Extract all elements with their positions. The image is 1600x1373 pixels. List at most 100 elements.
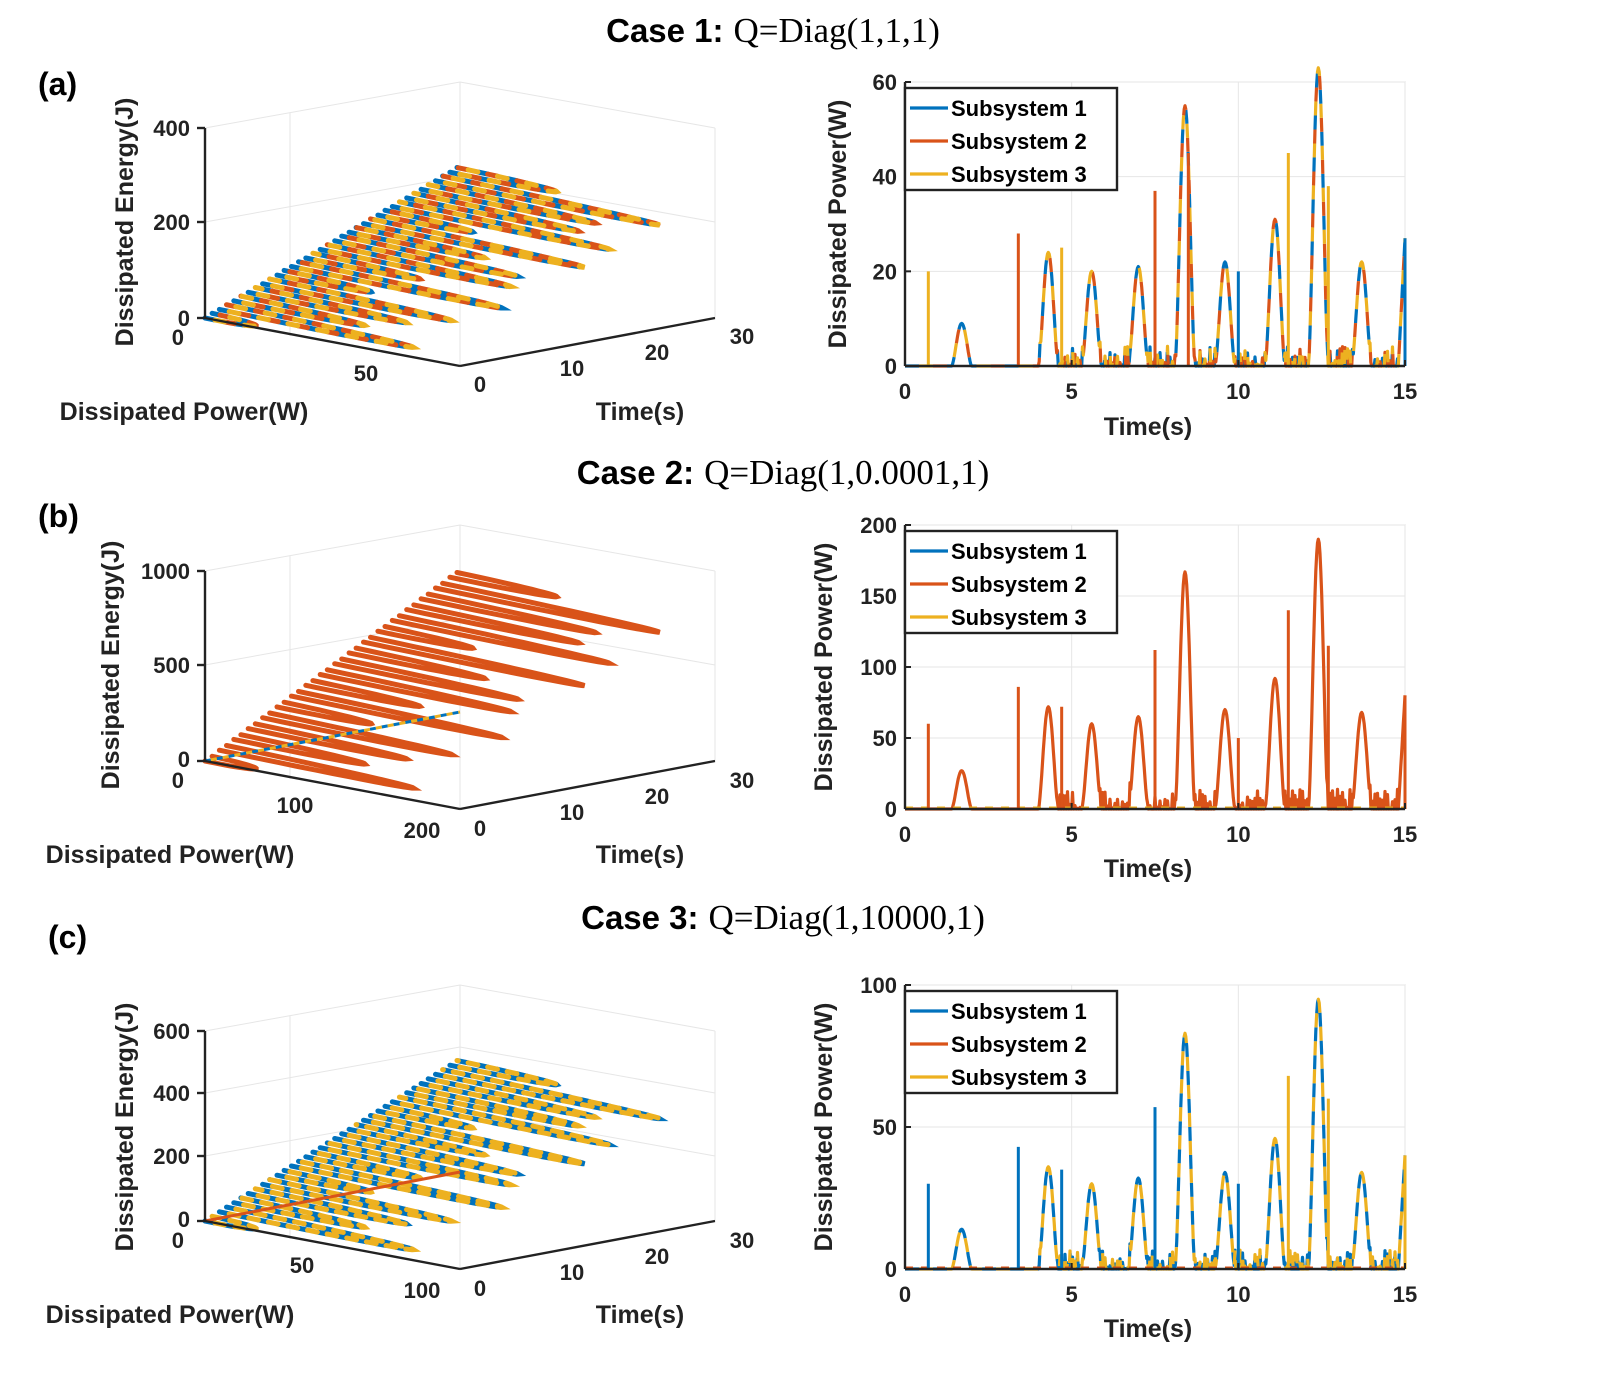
y-axis-label: Dissipated Power(W) [824, 100, 852, 349]
z-tick-label: 0 [178, 747, 190, 772]
y-tick-label: 20 [645, 784, 669, 809]
x-axis-label: Time(s) [1104, 855, 1192, 883]
x-tick-label: 0 [899, 379, 911, 404]
z-tick-label: 200 [153, 210, 190, 235]
y-axis-label: Time(s) [596, 1301, 684, 1329]
legend-entry: Subsystem 1 [951, 96, 1087, 121]
y-axis-label: Dissipated Power(W) [810, 1003, 838, 1252]
y-axis [459, 316, 716, 368]
series-line-subsystem-2 [904, 66, 1407, 368]
z-tick-label: 200 [153, 1144, 190, 1169]
loops [202, 570, 661, 791]
panel-label: (b) [38, 498, 79, 534]
z-tick-label: 0 [178, 306, 190, 331]
chart3d-a: 400 200 0 0 50 0 10 20 30 Dissipated Ene… [60, 81, 754, 426]
loop-series-subsystem-2 [202, 570, 661, 791]
y-tick-label: 30 [730, 1228, 754, 1253]
x-axis-label: Time(s) [1104, 413, 1192, 441]
legend-entry: Subsystem 3 [951, 605, 1087, 630]
x-tick-label: 5 [1066, 1282, 1078, 1307]
panel-label: (c) [48, 919, 87, 955]
legend-entry: Subsystem 2 [951, 129, 1087, 154]
legend: Subsystem 1 Subsystem 2 Subsystem 3 [903, 86, 1119, 192]
x-tick-label: 5 [1066, 822, 1078, 847]
y-tick-label: 10 [560, 356, 584, 381]
x-tick-label: 15 [1393, 379, 1417, 404]
z-axis-label: Dissipated Energy(J) [111, 1003, 139, 1252]
y-tick-label: 0 [474, 1276, 486, 1301]
legend-entry: Subsystem 2 [951, 572, 1087, 597]
y-axis [459, 759, 716, 811]
y-tick-label: 100 [860, 973, 897, 998]
y-tick-label: 0 [885, 354, 897, 379]
y-tick-label: 150 [860, 584, 897, 609]
case-title: Case 2: Q=Diag(1,0.0001,1) [577, 453, 990, 492]
x-tick-label: 5 [1066, 379, 1078, 404]
x-axis-label: Time(s) [1104, 1315, 1192, 1343]
case-title: Case 1: Q=Diag(1,1,1) [606, 11, 940, 50]
x-tick-label: 10 [1226, 822, 1250, 847]
z-tick-label: 400 [153, 1081, 190, 1106]
legend-entry: Subsystem 1 [951, 999, 1087, 1024]
y-tick-label: 40 [873, 165, 897, 190]
x-axis-label: Dissipated Power(W) [46, 841, 295, 869]
x-tick-label: 200 [404, 818, 441, 843]
z-tick-label: 400 [153, 116, 190, 141]
legend-box [903, 989, 1119, 1095]
z-axis-label: Dissipated Energy(J) [111, 98, 139, 347]
y-axis-label: Dissipated Power(W) [810, 543, 838, 792]
y-axis-label: Time(s) [596, 841, 684, 869]
legend-entry: Subsystem 2 [951, 1032, 1087, 1057]
x-tick-label: 100 [404, 1278, 441, 1303]
legend-entry: Subsystem 1 [951, 539, 1087, 564]
y-ticks: 0 50 100 150 200 [860, 513, 911, 822]
flat-series-line [204, 710, 461, 763]
x-ticks: 0 5 10 15 [899, 803, 1417, 847]
x-ticks: 0 5 10 15 [899, 1263, 1417, 1307]
x-tick-label: 100 [277, 793, 314, 818]
chart3d-c: 600 400 200 0 0 50 100 0 10 20 30 Dissip… [46, 984, 754, 1329]
y-axis [459, 1219, 716, 1271]
y-tick-label: 20 [873, 259, 897, 284]
chart2d-a: 0 5 10 15 0 20 40 60 Time(s) Dissipated Power(… [824, 66, 1417, 441]
z-tick-label: 1000 [141, 559, 190, 584]
case-2: Case 2: Q=Diag(1,0.0001,1) (b) 1000 500 [38, 453, 1417, 883]
y-tick-label: 30 [730, 324, 754, 349]
x-tick-label: 0 [172, 768, 184, 793]
panel-label: (a) [38, 66, 77, 102]
x-axis [204, 1219, 461, 1271]
z-axis-label: Dissipated Energy(J) [97, 541, 125, 790]
x-tick-label: 0 [899, 1282, 911, 1307]
legend: Subsystem 1 Subsystem 2 Subsystem 3 [903, 529, 1119, 635]
grid-3d [204, 524, 716, 809]
x-tick-label: 15 [1393, 822, 1417, 847]
chart3d-b: 1000 500 0 0 100 200 0 10 20 30 Dissipat… [46, 524, 754, 869]
x-axis-label: Dissipated Power(W) [46, 1301, 295, 1329]
loop-series-subsystem-3 [202, 1058, 669, 1253]
chart2d-b: 0 5 10 15 0 50 100 150 200 Time(s) Dissipated P… [810, 513, 1417, 883]
chart2d-c: 0 5 10 15 0 50 100 Time(s) Dissipated Power(W… [810, 973, 1417, 1343]
x-axis [204, 759, 461, 811]
z-tick-label: 0 [178, 1207, 190, 1232]
x-tick-label: 50 [354, 361, 378, 386]
y-tick-label: 50 [873, 726, 897, 751]
y-axis-label: Time(s) [596, 398, 684, 426]
z-tick-label: 600 [153, 1019, 190, 1044]
grid-3d [204, 984, 716, 1269]
y-tick-label: 30 [730, 768, 754, 793]
loop-series-subsystem-3 [202, 165, 661, 350]
case-title: Case 3: Q=Diag(1,10000,1) [581, 898, 985, 937]
legend: Subsystem 1 Subsystem 2 Subsystem 3 [903, 989, 1119, 1095]
y-tick-label: 10 [560, 800, 584, 825]
case-3: Case 3: Q=Diag(1,10000,1) (c) [46, 898, 1418, 1343]
x-tick-label: 50 [290, 1253, 314, 1278]
x-tick-label: 0 [172, 1228, 184, 1253]
y-tick-label: 20 [645, 1244, 669, 1269]
x-tick-label: 0 [172, 325, 184, 350]
y-tick-label: 20 [645, 340, 669, 365]
loop-series-subsystem-1 [202, 165, 661, 350]
y-tick-label: 0 [474, 372, 486, 397]
y-ticks: 0 50 100 [860, 973, 911, 1282]
loops [202, 165, 661, 350]
